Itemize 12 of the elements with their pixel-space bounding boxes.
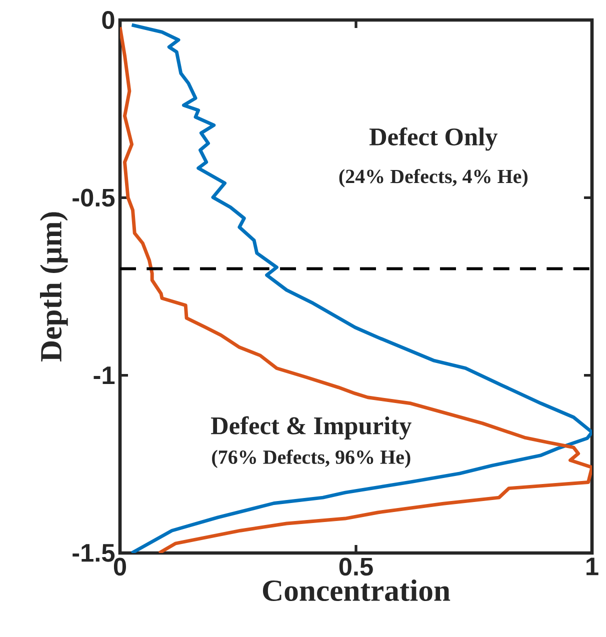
- x-tick-label: 0.5: [339, 558, 373, 576]
- annotation: Defect & Impurity: [211, 416, 412, 440]
- annotation: (76% Defects, 96% He): [212, 450, 410, 468]
- y-tick-label: -0.5: [72, 188, 115, 207]
- y-tick-label: -1: [94, 366, 115, 384]
- annotation: Defect Only: [369, 127, 498, 151]
- annotation: (24% Defects, 4% He): [339, 168, 528, 188]
- x-axis-title: Concentration: [262, 579, 450, 602]
- x-tick-label: 1: [586, 558, 598, 576]
- y-tick-label: 0: [102, 11, 114, 29]
- y-axis-title: Depth (μm): [40, 212, 68, 362]
- y-tick-label: -1.5: [72, 544, 115, 562]
